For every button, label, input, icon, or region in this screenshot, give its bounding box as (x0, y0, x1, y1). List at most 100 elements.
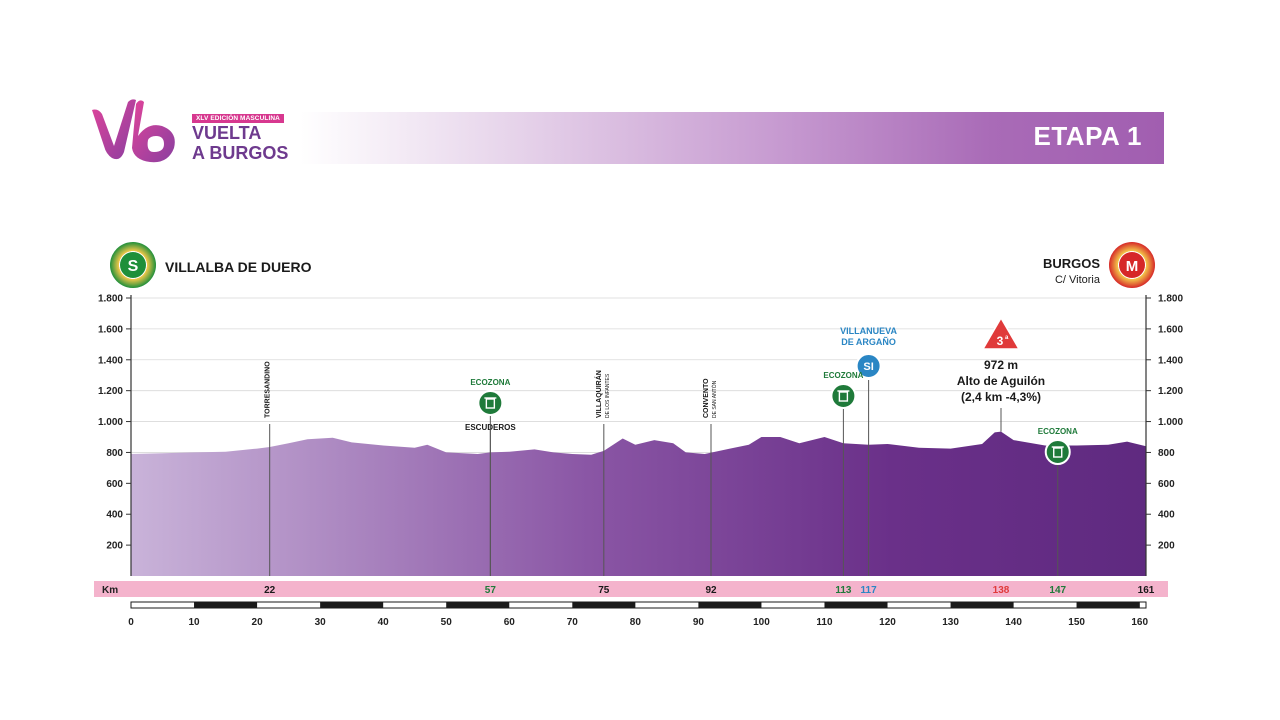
finish-badge-icon (1119, 252, 1145, 278)
km-marker-label: 138 (993, 585, 1010, 596)
x-tick-label: 50 (441, 617, 453, 628)
y-tick-label: 1.200 (98, 386, 123, 397)
km-marker-label: 22 (264, 585, 276, 596)
scale-bar-segment (320, 602, 384, 608)
y-axis-left-labels: 200 400 600 800 1.000 1.200 1.400 1.600 1.800 (98, 294, 131, 552)
vuelta-burgos-logo: XLV EDICIÓN MASCULINA VUELTA A BURGOS (88, 96, 298, 170)
km-axis-label: Km (102, 585, 118, 596)
place-name-sub: DE SAN ANTÓN (711, 380, 718, 418)
ecozona-label: ECOZONA (1038, 427, 1078, 436)
km-marker-label: 161 (1138, 585, 1155, 596)
y-tick-label: 800 (1158, 448, 1175, 459)
x-tick-label: 40 (378, 617, 390, 628)
y-tick-label: 1.800 (98, 294, 123, 305)
scale-bar-frame (130, 601, 1147, 609)
climb-detail: (2,4 km -4,3%) (961, 390, 1041, 404)
header-band: ETAPA 1 (300, 112, 1164, 164)
climb-altitude: 972 m (984, 358, 1018, 372)
x-tick-label: 30 (315, 617, 327, 628)
place-name-sub: DE LOS INFANTES (605, 373, 611, 418)
x-tick-label: 110 (816, 617, 833, 628)
finish-detail: C/ Vitoria (1055, 274, 1101, 286)
km-band (94, 581, 1168, 597)
y-tick-label: 800 (106, 448, 123, 459)
sprint-badge-label: SI (863, 361, 873, 373)
sprint-name-line1: VILLANUEVA (840, 326, 897, 336)
y-tick-label: 400 (106, 510, 123, 521)
place-name: VILLAQUIRÁN (594, 370, 603, 418)
scale-bar-segment (824, 602, 888, 608)
bin-body-icon (485, 398, 496, 409)
bin-body-icon (838, 391, 849, 402)
x-tick-label: 140 (1005, 617, 1022, 628)
x-tick-label: 0 (128, 617, 134, 628)
x-tick-label: 120 (879, 617, 896, 628)
start-badge-letter: S (128, 258, 139, 275)
ecozona-label: ECOZONA (823, 371, 863, 380)
km-marker-label: 147 (1049, 585, 1066, 596)
ecozona-markers: ECOZONA ECOZONA ECOZONA (470, 371, 1078, 576)
km-marker-label: 75 (598, 585, 610, 596)
sprint-name-line2: DE ARGAÑO (841, 337, 896, 347)
x-tick-label: 150 (1068, 617, 1085, 628)
place-name: CONVENTO (703, 378, 710, 418)
vb-logo-mark-icon (92, 99, 175, 163)
ecozona-bin-icon (1044, 439, 1071, 465)
x-tick-label: 10 (188, 617, 200, 628)
finish-marker: M BURGOS C/ Vitoria (1043, 242, 1155, 288)
ecozona-label: ECOZONA (470, 378, 510, 387)
climb-name: Alto de Aguilón (957, 374, 1045, 388)
start-badge-icon (120, 252, 146, 278)
x-tick-label: 20 (252, 617, 264, 628)
bin-body-icon (1053, 447, 1063, 458)
scale-bar-segment (446, 602, 510, 608)
y-tick-label: 1.000 (98, 417, 123, 428)
km-marker-label: 113 (835, 585, 852, 596)
climb-category-suffix: a (1005, 335, 1009, 341)
x-tick-label: 60 (504, 617, 516, 628)
climb-category-icon (981, 316, 1021, 350)
y-tick-label: 1.000 (1158, 417, 1183, 428)
y-tick-label: 1.400 (98, 355, 123, 366)
logo-word-burgos: A BURGOS (192, 143, 289, 163)
finish-badge-letter: M (1126, 258, 1139, 275)
scale-bar-segment (194, 602, 258, 608)
sprint-badge-icon (855, 353, 882, 379)
km-markers: 22 57 75 92 113 117 138 147 161 (264, 585, 1155, 596)
y-tick-label: 1.200 (1158, 386, 1183, 397)
scale-bar-segment (572, 602, 636, 608)
distance-scale-bar (130, 601, 1147, 609)
y-tick-label: 1.400 (1158, 355, 1183, 366)
y-tick-label: 1.600 (98, 324, 123, 335)
y-tick-label: 200 (106, 541, 123, 552)
km-marker-label: 92 (705, 585, 717, 596)
y-tick-label: 1.600 (1158, 324, 1183, 335)
scale-bar-segment (698, 602, 762, 608)
y-tick-label: 600 (106, 479, 123, 490)
x-tick-label: 70 (567, 617, 579, 628)
mountain-climb-marker: 3 a 972 m Alto de Aguilón (2,4 km -4,3%) (957, 316, 1045, 432)
ecozona-bin-icon (830, 383, 857, 409)
y-axis-right-labels: 200 400 600 800 1.000 1.200 1.400 1.600 1.800 (1146, 294, 1183, 552)
climb-category: 3 (997, 334, 1004, 348)
x-tick-label: 130 (942, 617, 959, 628)
finish-town: BURGOS (1043, 256, 1100, 271)
x-axis-labels: 0 10 20 30 40 50 60 70 80 90 100 110 120 130 140 150 160 (128, 617, 1148, 628)
logo-word-vuelta: VUELTA (192, 123, 262, 143)
x-tick-label: 80 (630, 617, 642, 628)
start-town: VILLALBA DE DUERO (165, 259, 312, 275)
start-marker: S VILLALBA DE DUERO (110, 242, 312, 288)
x-tick-label: 90 (693, 617, 705, 628)
ecozona-bin-icon (477, 390, 504, 416)
place-name: TORRESANDINO (265, 361, 272, 418)
scale-bar-segment (950, 602, 1014, 608)
stage-title: ETAPA 1 (1033, 121, 1142, 151)
y-tick-label: 400 (1158, 510, 1175, 521)
y-tick-label: 200 (1158, 541, 1175, 552)
km-marker-label: 117 (861, 585, 878, 596)
intermediate-sprint-marker: VILLANUEVA DE ARGAÑO SI (840, 326, 898, 576)
x-tick-label: 160 (1131, 617, 1148, 628)
y-tick-label: 600 (1158, 479, 1175, 490)
km-marker-label: 57 (485, 585, 497, 596)
